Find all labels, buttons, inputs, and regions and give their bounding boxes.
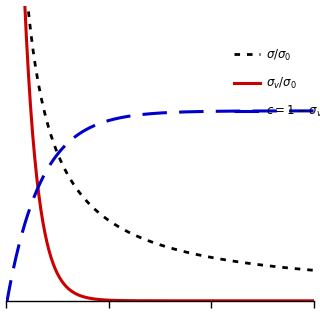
Legend: $\sigma/\sigma_0$, $\sigma_v/\sigma_0$, $c = 1 - \sigma_v$: $\sigma/\sigma_0$, $\sigma_v/\sigma_0$, … bbox=[234, 48, 320, 119]
